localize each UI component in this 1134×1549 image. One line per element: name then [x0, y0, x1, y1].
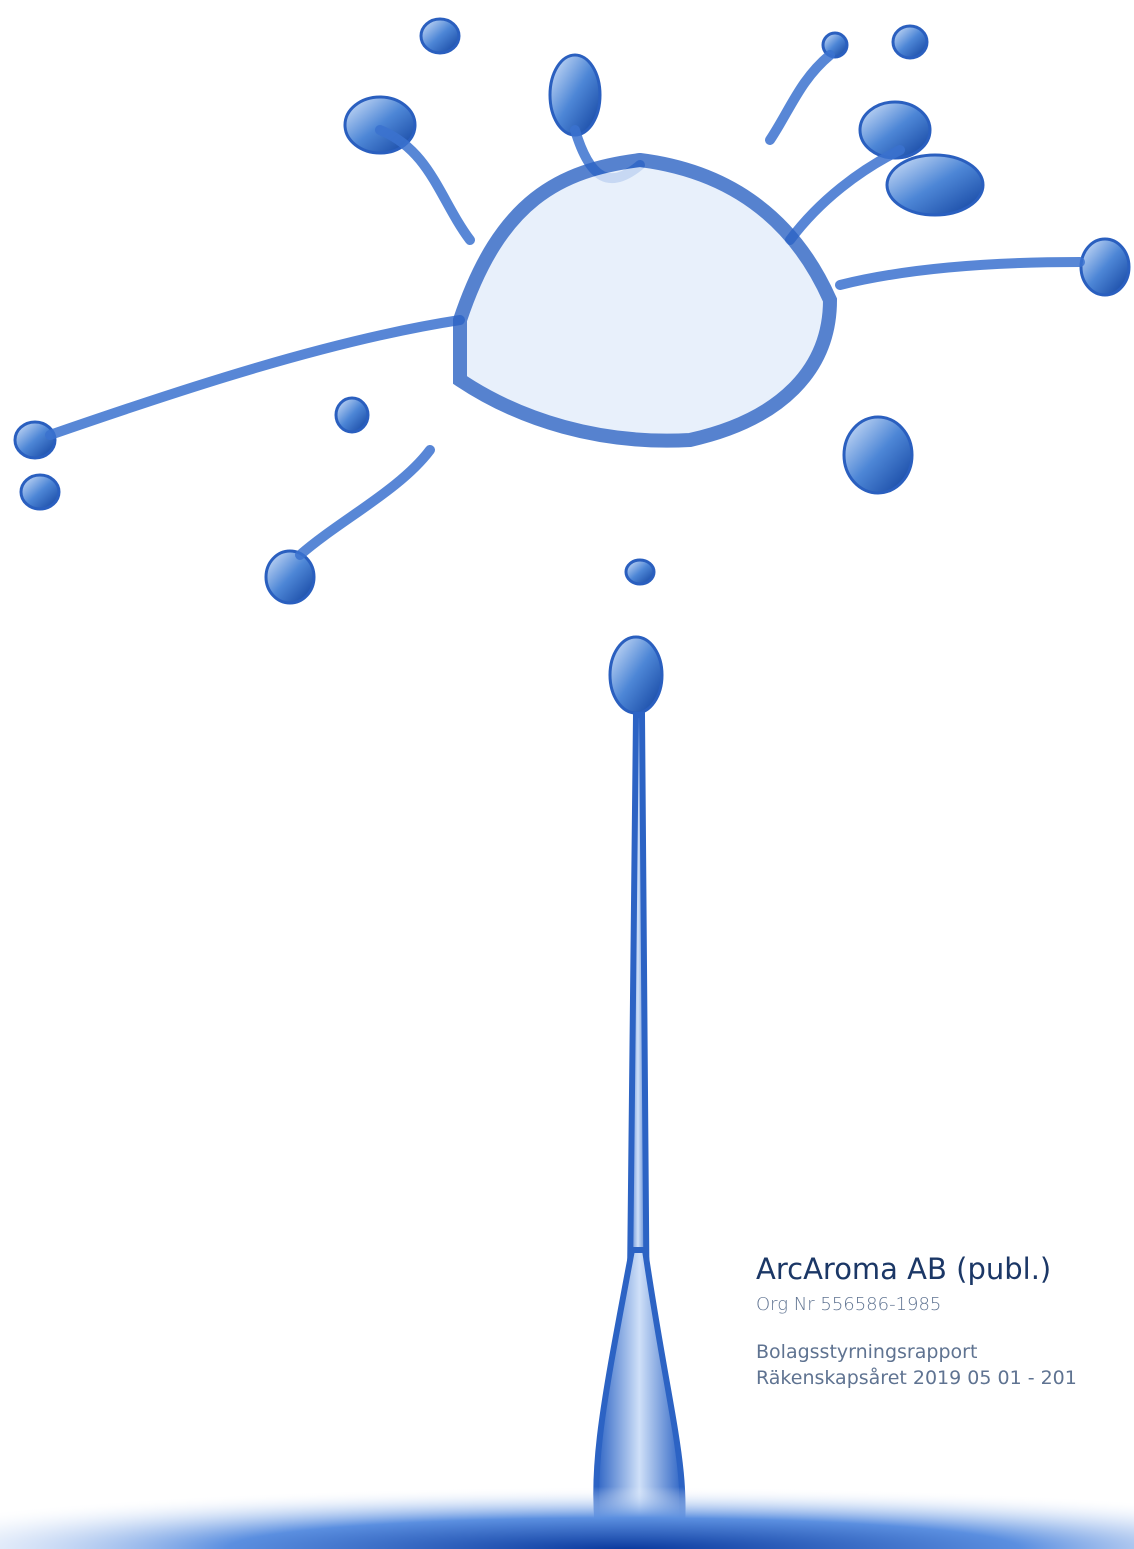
report-title: Bolagsstyrningsrapport [756, 1341, 978, 1363]
company-name: ArcAroma AB (publ.) [756, 1252, 1052, 1286]
fiscal-period: Räkenskapsåret 2019 05 01 - 201 [756, 1367, 1077, 1389]
org-number: Org Nr 556586-1985 [756, 1294, 942, 1315]
